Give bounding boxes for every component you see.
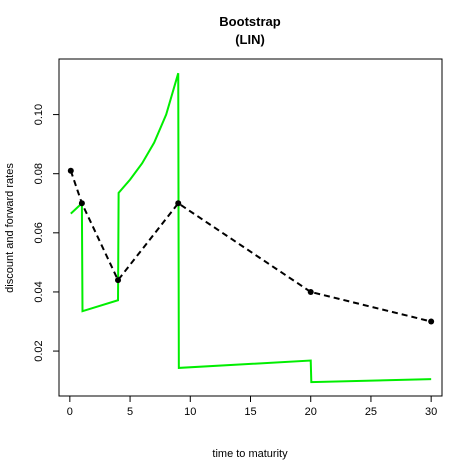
y-axis-label: discount and forward rates — [4, 163, 16, 293]
y-tick-label: 0.02 — [33, 340, 45, 361]
y-tick-label: 0.06 — [33, 222, 45, 243]
y-tick-label: 0.10 — [33, 104, 45, 125]
x-axis: 0 5 10 15 20 25 30 — [67, 395, 437, 418]
plot-frame — [58, 58, 443, 397]
y-tick-label: 0.04 — [33, 281, 45, 302]
y-axis: 0.02 0.04 0.06 0.08 0.10 — [33, 104, 60, 362]
forward-rate-line — [70, 72, 432, 384]
x-tick-label: 15 — [244, 406, 256, 418]
x-tick-label: 10 — [184, 406, 196, 418]
x-tick-label: 30 — [425, 406, 437, 418]
data-point — [175, 200, 182, 207]
series-layer — [67, 72, 435, 384]
data-point — [67, 167, 74, 174]
data-point — [78, 200, 85, 207]
chart-subtitle: (LIN) — [235, 32, 265, 47]
x-axis-label: time to maturity — [212, 448, 288, 460]
x-tick-label: 20 — [305, 406, 317, 418]
data-point — [115, 277, 122, 284]
x-tick-label: 25 — [365, 406, 377, 418]
chart-title: Bootstrap — [219, 14, 280, 29]
discount-rate-line — [69, 170, 432, 323]
data-point — [307, 288, 314, 295]
x-tick-label: 0 — [67, 406, 73, 418]
x-tick-label: 5 — [127, 406, 133, 418]
data-point — [428, 318, 435, 325]
y-tick-label: 0.08 — [33, 163, 45, 184]
